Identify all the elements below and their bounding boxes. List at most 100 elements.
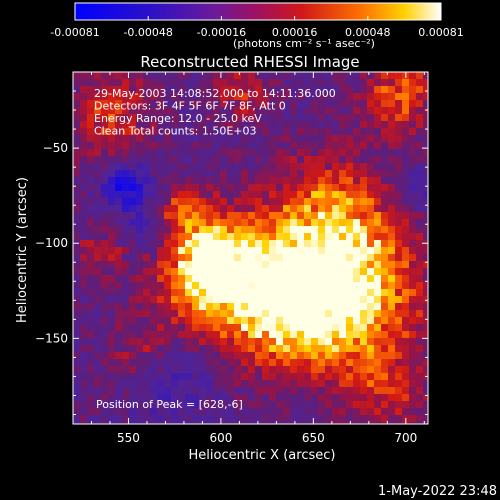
heatmap-cell [360,135,368,143]
heatmap-cell [87,338,95,346]
heatmap-cell [185,86,193,94]
heatmap-cell [283,310,291,318]
heatmap-cell [304,254,312,262]
heatmap-cell [171,142,179,150]
heatmap-cell [332,72,340,80]
heatmap-cell [276,121,284,129]
heatmap-cell [129,233,137,241]
heatmap-cell [269,142,277,150]
heatmap-cell [213,142,221,150]
heatmap-cell [227,100,235,108]
heatmap-cell [143,394,151,402]
heatmap-cell [213,324,221,332]
heatmap-cell [129,373,137,381]
heatmap-cell [129,219,137,227]
heatmap-cell [157,359,165,367]
heatmap-cell [241,198,249,206]
heatmap-cell [164,212,172,220]
heatmap-cell [346,422,354,424]
heatmap-cell [339,317,347,325]
heatmap-cell [108,310,116,318]
heatmap-cell [374,240,382,248]
heatmap-cell [255,331,263,339]
heatmap-cell [402,184,410,192]
heatmap-cell [129,359,137,367]
heatmap-cell [241,191,249,199]
heatmap-cell [332,282,340,290]
heatmap-cell [255,359,263,367]
heatmap-cell [164,121,172,129]
heatmap-cell [332,205,340,213]
heatmap-cell [367,387,375,395]
heatmap-cell [248,366,256,374]
heatmap-cell [318,149,326,157]
heatmap-cell [241,324,249,332]
heatmap-cell [262,317,270,325]
heatmap-cell [409,401,417,409]
heatmap-cell [374,345,382,353]
heatmap-cell [311,191,319,199]
heatmap-cell [220,79,228,87]
heatmap-cell [402,233,410,241]
heatmap-cell [73,198,81,206]
heatmap-cell [388,226,396,234]
heatmap-cell [381,261,389,269]
heatmap-cell [248,93,256,101]
heatmap-cell [171,289,179,297]
heatmap-cell [150,149,158,157]
heatmap-cell [381,303,389,311]
heatmap-cell [199,373,207,381]
heatmap-cell [241,345,249,353]
heatmap-cell [213,380,221,388]
heatmap-cell [276,268,284,276]
heatmap-cell [171,359,179,367]
heatmap-cell [423,114,428,122]
heatmap-cell [262,79,270,87]
heatmap-cell [122,275,130,283]
heatmap-cell [304,156,312,164]
heatmap-cell [241,254,249,262]
heatmap-cell [129,240,137,248]
heatmap-cell [101,142,109,150]
heatmap-cell [164,324,172,332]
heatmap-cell [143,415,151,423]
heatmap-cell [416,142,424,150]
heatmap-cell [122,254,130,262]
heatmap-cell [423,191,428,199]
heatmap-cell [374,289,382,297]
heatmap-cell [290,205,298,213]
heatmap-cell [157,324,165,332]
heatmap-cell [122,100,130,108]
heatmap-cell [227,233,235,241]
heatmap-cell [360,184,368,192]
heatmap-cell [367,79,375,87]
heatmap-cell [346,289,354,297]
heatmap-cell [136,121,144,129]
heatmap-cell [353,72,361,80]
heatmap-cell [402,303,410,311]
heatmap-cell [115,212,123,220]
heatmap-cell [283,268,291,276]
heatmap-cell [255,345,263,353]
heatmap-cell [255,317,263,325]
heatmap-cell [409,79,417,87]
heatmap-cell [290,86,298,94]
heatmap-cell [423,324,428,332]
heatmap-cell [185,317,193,325]
heatmap-cell [318,275,326,283]
heatmap-cell [234,289,242,297]
heatmap-cell [122,373,130,381]
heatmap-cell [353,289,361,297]
heatmap-cell [150,184,158,192]
heatmap-cell [199,205,207,213]
heatmap-cell [325,359,333,367]
heatmap-cell [360,289,368,297]
heatmap-cell [346,198,354,206]
heatmap-cell [234,205,242,213]
heatmap-cell [241,268,249,276]
heatmap-cell [304,86,312,94]
heatmap-cell [283,142,291,150]
heatmap-cell [178,296,186,304]
heatmap-cell [416,261,424,269]
heatmap-cell [157,191,165,199]
